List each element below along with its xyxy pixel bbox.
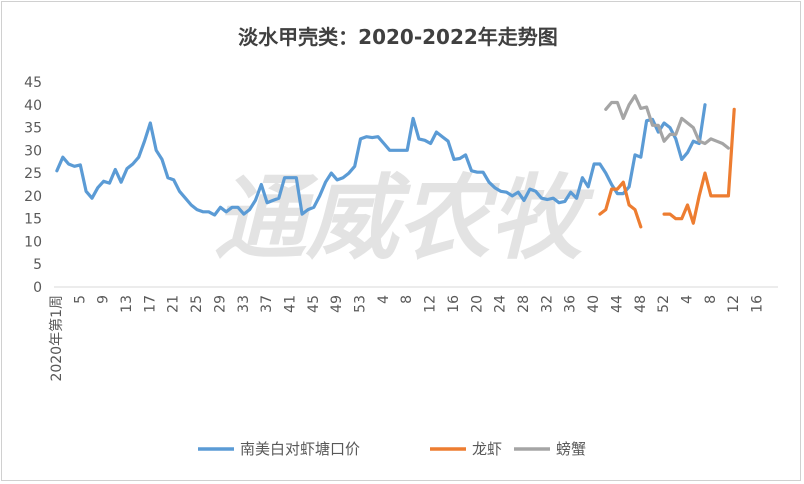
y-tick-label: 35: [24, 121, 42, 137]
x-tick-label: 37: [259, 295, 275, 313]
x-tick-label: 49: [329, 295, 345, 313]
x-tick-label: 8: [399, 295, 415, 304]
x-tick-label: 8: [703, 295, 719, 304]
chart-title: 淡水甲壳类：2020-2022年走势图: [238, 25, 558, 49]
x-tick-label: 16: [446, 295, 462, 313]
x-tick-label: 13: [119, 295, 135, 313]
y-tick-label: 20: [24, 189, 42, 205]
x-tick-label: 29: [212, 295, 228, 313]
y-tick-label: 0: [33, 280, 42, 296]
x-tick-label: 4: [680, 295, 696, 304]
x-tick-label: 12: [726, 295, 742, 313]
y-tick-label: 30: [24, 143, 42, 159]
x-tick-label: 36: [563, 295, 579, 313]
x-tick-label: 28: [516, 295, 532, 313]
series-0: [55, 103, 707, 217]
x-tick-label: 41: [282, 295, 298, 313]
series-lines: [55, 94, 736, 229]
y-tick-label: 5: [33, 257, 42, 273]
x-tick-label: 48: [633, 295, 649, 313]
legend-label: 螃蟹: [556, 440, 586, 458]
y-tick-label: 10: [24, 234, 42, 250]
legend: 南美白对虾塘口价 龙虾 螃蟹: [198, 440, 586, 458]
series-line: [604, 94, 731, 150]
x-tick-label: 12: [423, 295, 439, 313]
legend-label: 龙虾: [472, 440, 502, 458]
x-tick-label: 20: [469, 295, 485, 313]
x-tick-label: 45: [306, 295, 322, 313]
x-tick-label: 32: [539, 295, 555, 313]
legend-label: 南美白对虾塘口价: [240, 440, 360, 458]
series-1: [598, 107, 736, 229]
x-tick-label: 53: [353, 295, 369, 313]
x-tick-label: 16: [750, 295, 766, 313]
x-tick-label: 33: [236, 295, 252, 313]
series-2: [604, 94, 731, 150]
y-tick-label: 40: [24, 98, 42, 114]
series-line: [598, 180, 643, 229]
x-tick-label: 52: [656, 295, 672, 313]
x-tick-label: 21: [166, 295, 182, 313]
x-tick-label: 44: [609, 295, 625, 313]
x-tick-label: 17: [142, 295, 158, 313]
x-tick-label: 5: [72, 295, 88, 304]
y-tick-label: 25: [24, 166, 42, 182]
x-tick-label: 2020年第1周: [48, 295, 65, 382]
x-axis: 2020年第1周 5 9 13 17 21 25 29 33 37 41 45 49 53 4 8 12 16 20…: [48, 286, 778, 382]
y-axis: 0 5 10 15 20 25 30 35 40 45: [24, 75, 42, 296]
series-line: [55, 103, 707, 217]
x-tick-label: 9: [96, 295, 112, 304]
x-tick-label: 24: [493, 295, 509, 313]
x-tick-label: 40: [586, 295, 602, 313]
x-tick-label: 4: [376, 295, 392, 304]
y-tick-label: 15: [24, 212, 42, 228]
series-line: [662, 107, 736, 225]
x-tick-label: 25: [189, 295, 205, 313]
watermark: 通威农牧: [214, 165, 595, 272]
y-tick-label: 45: [24, 75, 42, 91]
